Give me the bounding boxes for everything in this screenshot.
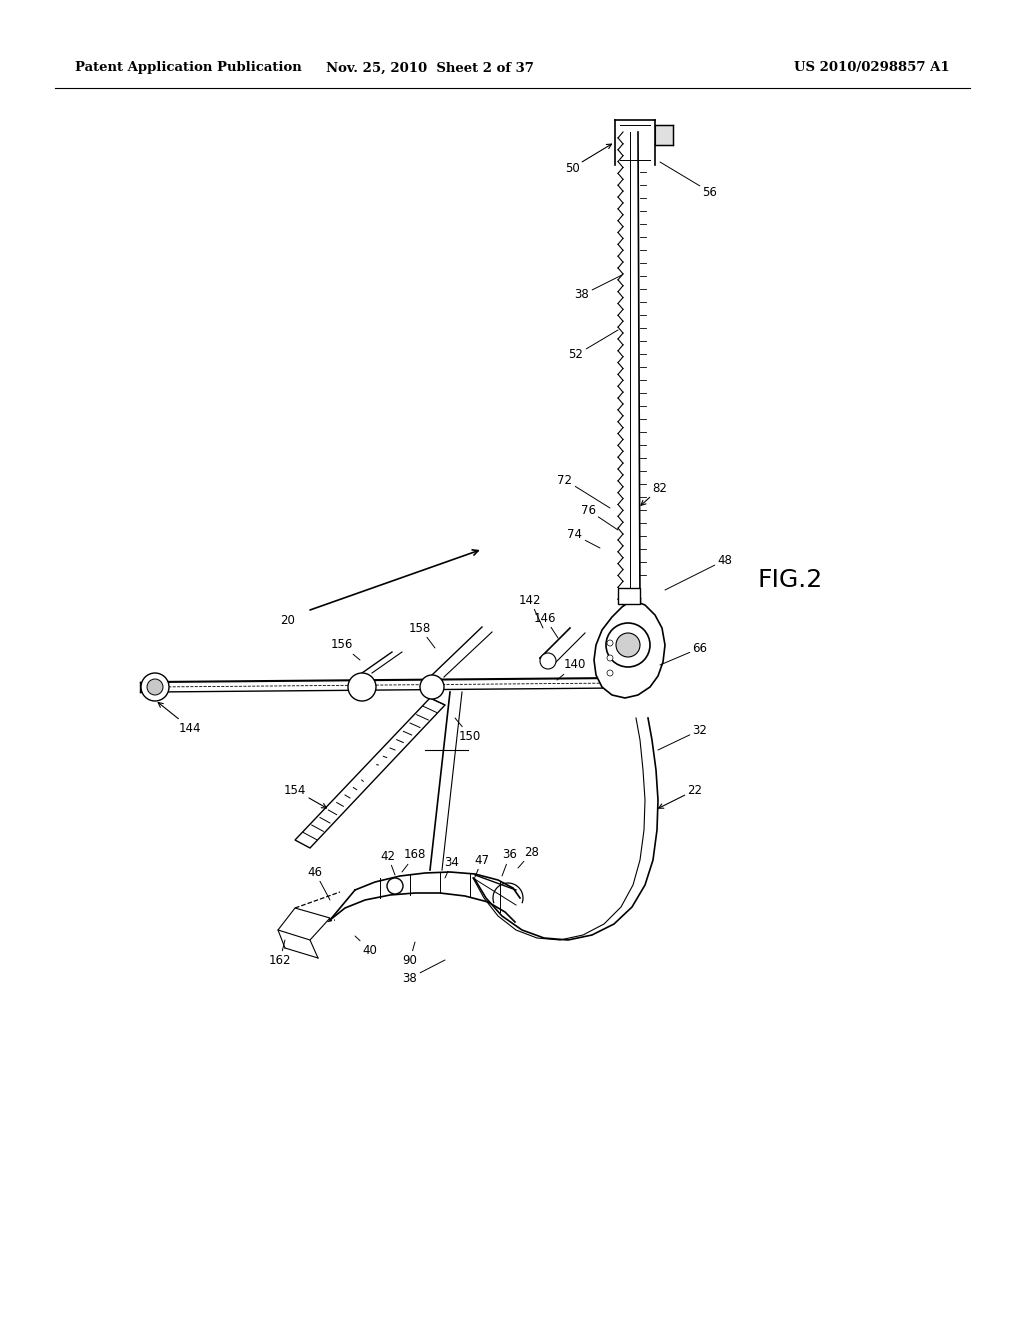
Text: 90: 90	[402, 942, 418, 966]
Text: 146: 146	[534, 611, 558, 638]
Circle shape	[616, 634, 640, 657]
Text: 76: 76	[581, 503, 618, 531]
Text: Nov. 25, 2010  Sheet 2 of 37: Nov. 25, 2010 Sheet 2 of 37	[326, 62, 534, 74]
Text: 22: 22	[658, 784, 702, 808]
Text: 168: 168	[402, 849, 426, 873]
Text: 52: 52	[568, 330, 618, 362]
Text: 36: 36	[502, 849, 517, 876]
Circle shape	[147, 678, 163, 696]
Text: 74: 74	[567, 528, 600, 548]
Text: 72: 72	[557, 474, 610, 508]
Text: FIG.2: FIG.2	[758, 568, 822, 591]
Circle shape	[606, 623, 650, 667]
Text: 40: 40	[355, 936, 378, 957]
Circle shape	[607, 640, 613, 645]
Text: 34: 34	[444, 855, 460, 878]
Text: 38: 38	[574, 275, 622, 301]
Circle shape	[540, 653, 556, 669]
Text: 82: 82	[641, 482, 668, 506]
Circle shape	[348, 673, 376, 701]
Circle shape	[607, 655, 613, 661]
Text: US 2010/0298857 A1: US 2010/0298857 A1	[795, 62, 950, 74]
Text: 56: 56	[660, 162, 718, 198]
Text: 142: 142	[519, 594, 543, 628]
Circle shape	[420, 675, 444, 700]
Bar	[618, 587, 640, 605]
Text: 28: 28	[518, 846, 540, 869]
Polygon shape	[295, 698, 445, 847]
Text: 46: 46	[307, 866, 330, 900]
Text: 66: 66	[660, 642, 708, 665]
Polygon shape	[278, 908, 330, 940]
Text: 47: 47	[474, 854, 489, 876]
Text: 158: 158	[409, 622, 435, 648]
Text: 150: 150	[455, 718, 481, 742]
Text: 140: 140	[557, 659, 586, 680]
Text: 32: 32	[658, 723, 708, 750]
Text: 156: 156	[331, 639, 360, 660]
Text: Patent Application Publication: Patent Application Publication	[75, 62, 302, 74]
Text: 38: 38	[402, 960, 445, 985]
Bar	[655, 125, 673, 145]
Text: 50: 50	[564, 144, 611, 174]
Text: 20: 20	[281, 614, 296, 627]
Circle shape	[607, 671, 613, 676]
Text: 154: 154	[284, 784, 327, 808]
Text: 144: 144	[158, 702, 202, 734]
Text: 48: 48	[665, 553, 732, 590]
Text: 42: 42	[381, 850, 395, 875]
Text: 162: 162	[268, 940, 291, 966]
Polygon shape	[594, 601, 665, 698]
Circle shape	[387, 878, 403, 894]
Circle shape	[141, 673, 169, 701]
